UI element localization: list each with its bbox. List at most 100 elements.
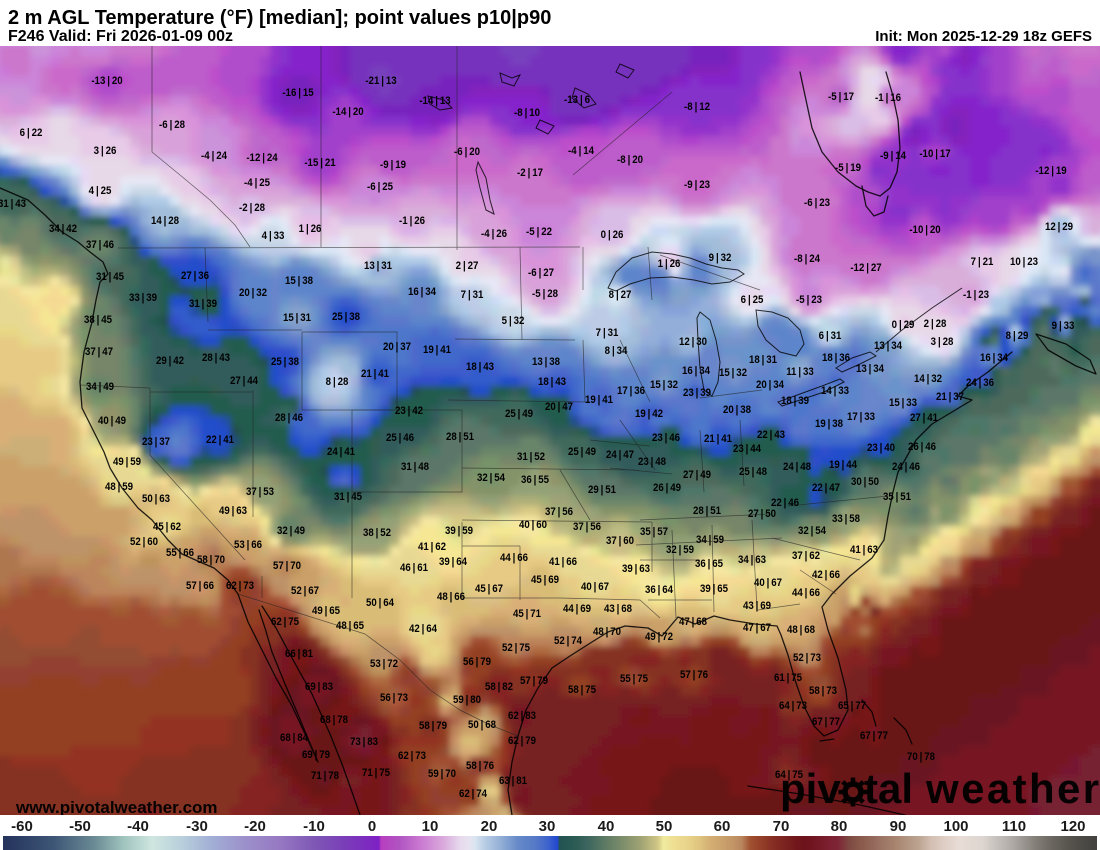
svg-text:-6 | 25: -6 | 25 (367, 182, 393, 194)
svg-text:30: 30 (539, 818, 556, 835)
svg-text:24 | 46: 24 | 46 (892, 462, 920, 474)
svg-text:39 | 63: 39 | 63 (622, 564, 650, 576)
svg-text:-20: -20 (244, 818, 266, 835)
svg-text:-9 | 19: -9 | 19 (380, 160, 406, 172)
svg-text:-15 | 21: -15 | 21 (304, 158, 336, 170)
svg-text:10 | 23: 10 | 23 (1010, 257, 1038, 269)
svg-text:34 | 49: 34 | 49 (86, 382, 114, 394)
svg-text:49 | 63: 49 | 63 (219, 506, 247, 518)
svg-text:28 | 51: 28 | 51 (446, 432, 474, 444)
svg-text:-2 | 28: -2 | 28 (239, 203, 265, 215)
svg-text:-6 | 28: -6 | 28 (159, 120, 185, 132)
svg-text:www.pivotalweather.com: www.pivotalweather.com (15, 798, 218, 817)
svg-text:-10 | 17: -10 | 17 (919, 149, 951, 161)
svg-text:6 | 25: 6 | 25 (741, 295, 764, 307)
svg-text:-14 | 13: -14 | 13 (419, 96, 451, 108)
svg-text:-6 | 23: -6 | 23 (804, 198, 830, 210)
svg-text:-5 | 23: -5 | 23 (796, 295, 822, 307)
svg-text:-8 | 20: -8 | 20 (617, 155, 643, 167)
svg-text:14 | 28: 14 | 28 (151, 216, 179, 228)
svg-text:48 | 59: 48 | 59 (105, 482, 133, 494)
svg-text:-13 | 6: -13 | 6 (564, 95, 590, 107)
svg-text:-5 | 17: -5 | 17 (828, 92, 854, 104)
svg-text:23 | 39: 23 | 39 (683, 388, 711, 400)
svg-text:43 | 69: 43 | 69 (743, 601, 771, 613)
svg-text:8 | 29: 8 | 29 (1006, 331, 1029, 343)
svg-text:23 | 42: 23 | 42 (395, 406, 423, 418)
svg-text:25 | 49: 25 | 49 (505, 409, 533, 421)
svg-text:0 | 26: 0 | 26 (601, 230, 624, 242)
svg-text:40 | 67: 40 | 67 (754, 578, 782, 590)
svg-text:62 | 79: 62 | 79 (508, 736, 536, 748)
svg-text:39 | 64: 39 | 64 (439, 557, 467, 569)
svg-text:24 | 48: 24 | 48 (783, 462, 811, 474)
svg-text:19 | 38: 19 | 38 (815, 419, 843, 431)
svg-text:38 | 45: 38 | 45 (84, 315, 112, 327)
svg-text:24 | 47: 24 | 47 (606, 450, 634, 462)
svg-text:32 | 54: 32 | 54 (798, 526, 826, 538)
svg-text:15 | 32: 15 | 32 (719, 368, 747, 380)
svg-text:-12 | 19: -12 | 19 (1035, 166, 1067, 178)
svg-text:71 | 75: 71 | 75 (362, 768, 390, 780)
svg-text:52 | 75: 52 | 75 (502, 643, 530, 655)
svg-text:6 | 31: 6 | 31 (819, 331, 842, 343)
svg-text:16 | 34: 16 | 34 (682, 366, 710, 378)
svg-text:53 | 66: 53 | 66 (234, 540, 262, 552)
svg-text:43 | 68: 43 | 68 (604, 604, 632, 616)
svg-text:44 | 66: 44 | 66 (500, 553, 528, 565)
svg-text:-8 | 12: -8 | 12 (684, 102, 710, 114)
svg-text:57 | 79: 57 | 79 (520, 676, 548, 688)
svg-text:20 | 32: 20 | 32 (239, 288, 267, 300)
svg-text:31 | 45: 31 | 45 (334, 492, 362, 504)
svg-text:4 | 33: 4 | 33 (262, 231, 285, 243)
svg-text:37 | 47: 37 | 47 (85, 347, 113, 359)
svg-text:2 | 27: 2 | 27 (456, 261, 479, 273)
svg-text:18 | 43: 18 | 43 (538, 377, 566, 389)
svg-text:-8 | 10: -8 | 10 (514, 108, 540, 120)
svg-text:-5 | 28: -5 | 28 (532, 289, 558, 301)
svg-text:-8 | 24: -8 | 24 (794, 254, 820, 266)
svg-text:25 | 48: 25 | 48 (739, 467, 767, 479)
svg-text:26 | 49: 26 | 49 (653, 483, 681, 495)
svg-text:57 | 70: 57 | 70 (273, 561, 301, 573)
svg-text:22 | 46: 22 | 46 (771, 498, 799, 510)
svg-text:25 | 38: 25 | 38 (332, 312, 360, 324)
svg-text:56 | 73: 56 | 73 (380, 693, 408, 705)
svg-text:70 | 78: 70 | 78 (907, 752, 935, 764)
svg-text:28 | 43: 28 | 43 (202, 353, 230, 365)
svg-text:100: 100 (943, 818, 968, 835)
svg-text:18 | 31: 18 | 31 (749, 355, 777, 367)
svg-text:48 | 70: 48 | 70 (593, 627, 621, 639)
svg-text:F246 Valid: Fri 2026-01-09 00z: F246 Valid: Fri 2026-01-09 00z (8, 28, 233, 45)
svg-text:27 | 36: 27 | 36 (181, 271, 209, 283)
svg-text:31 | 45: 31 | 45 (96, 272, 124, 284)
svg-text:110: 110 (1002, 818, 1026, 835)
svg-text:-6 | 20: -6 | 20 (454, 147, 480, 159)
svg-text:23 | 48: 23 | 48 (638, 457, 666, 469)
svg-text:40: 40 (598, 818, 615, 835)
svg-text:18 | 43: 18 | 43 (466, 362, 494, 374)
svg-text:41 | 63: 41 | 63 (850, 545, 878, 557)
svg-text:18 | 36: 18 | 36 (822, 353, 850, 365)
svg-text:68 | 84: 68 | 84 (280, 733, 308, 745)
svg-text:66 | 81: 66 | 81 (285, 649, 313, 661)
svg-text:8 | 27: 8 | 27 (609, 290, 632, 302)
svg-text:-12 | 27: -12 | 27 (850, 263, 882, 275)
svg-text:15 | 33: 15 | 33 (889, 398, 917, 410)
svg-text:25 | 38: 25 | 38 (271, 357, 299, 369)
svg-text:29 | 42: 29 | 42 (156, 356, 184, 368)
svg-text:58 | 70: 58 | 70 (197, 555, 225, 567)
svg-text:50 | 63: 50 | 63 (142, 494, 170, 506)
svg-text:55 | 75: 55 | 75 (620, 674, 648, 686)
svg-text:14 | 33: 14 | 33 (821, 386, 849, 398)
svg-text:50 | 64: 50 | 64 (366, 598, 394, 610)
svg-text:9 | 32: 9 | 32 (709, 253, 732, 265)
svg-text:32 | 49: 32 | 49 (277, 526, 305, 538)
svg-text:61 | 75: 61 | 75 (774, 673, 802, 685)
svg-text:31 | 48: 31 | 48 (401, 462, 429, 474)
svg-text:-16 | 15: -16 | 15 (282, 88, 314, 100)
svg-text:48 | 66: 48 | 66 (437, 592, 465, 604)
svg-text:21 | 41: 21 | 41 (361, 369, 389, 381)
svg-text:27 | 44: 27 | 44 (230, 376, 258, 388)
svg-text:39 | 59: 39 | 59 (445, 526, 473, 538)
